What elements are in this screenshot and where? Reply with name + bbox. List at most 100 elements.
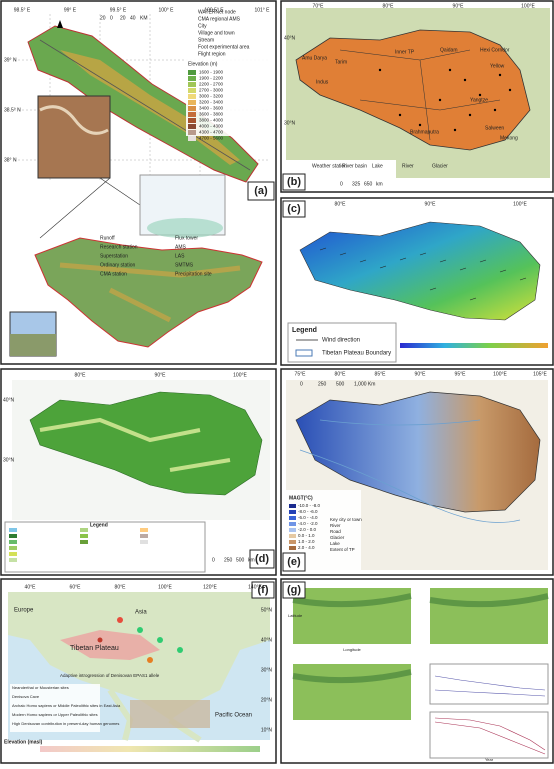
scale-label: 500 [236,557,245,563]
legend-item: CMA station [100,271,127,277]
lat-tick: 30°N [284,120,296,126]
panel-frame [280,197,554,366]
panel-g [280,578,554,764]
legend-item: 1600 - 1900 [199,70,224,75]
lat-tick: 38° N [4,157,17,163]
panel-frame [0,0,277,365]
legend-item: Wind direction [322,338,360,344]
scale-label: 20 [100,15,106,21]
lon-tick: 99° E [64,7,77,13]
grassland [39,417,231,472]
legend-item: Research station [100,244,138,250]
region-label: Europe [14,608,34,614]
scale-label: 0 [110,15,113,21]
legend-item: CMA regional AMS [198,16,241,22]
scale-label: 0 [340,181,343,187]
legend-item: Weather station [312,163,347,169]
legend-item: 3000 - 3200 [199,94,224,99]
legend-title: Elevation (masl) [4,739,43,745]
plateau [295,391,541,513]
axis-label: Longitude [343,647,361,652]
legend-box [186,6,272,136]
scale-label: 325 [352,181,361,187]
basin-label: Brahmaputra [410,129,439,135]
terrain [292,593,549,684]
lon-tick: 95°E [455,371,467,377]
basin-label: Inner TP [395,49,415,55]
basin-detail [34,237,263,348]
legend-item: Denisova Cave [12,694,40,699]
panel-frame [0,578,277,764]
lon-tick: 60°E [70,584,82,590]
legend-item: River basin [342,163,367,169]
lon-tick: 100° E [158,7,174,13]
legend-item: 2200 - 2700 [199,82,224,87]
lon-tick: 105°E [533,371,547,377]
basin-label: Indus [316,79,329,85]
lon-tick: 90°E [425,201,437,207]
photo-ground [10,334,56,356]
wind-arrows [319,247,527,301]
lon-tick: 98.5° E [14,7,31,13]
legend-item: Tibetan Plateau Boundary [322,351,391,357]
legend-item: 1.0 - 2.0 [298,539,315,544]
elevation-swatches [188,70,196,141]
legend-item: Lake [372,163,383,169]
panel-b [280,0,554,193]
lon-tick: 80°E [75,372,87,378]
vegetation-swatches [9,528,148,562]
lon-tick: 40°E [25,584,37,590]
legend-item: River [402,163,414,169]
panel-frame [280,0,554,193]
panel-label: (f) [258,584,269,596]
boundary-symbol [295,349,313,357]
legend-item: WATERNet node [198,9,236,15]
legend-item: Ordinary station [100,262,136,268]
scale-label: 250 [318,381,327,387]
legend-item: LAS [175,253,185,259]
lon-tick: 99.5° E [110,7,127,13]
legend-item: 2.0 - 4.0 [298,545,315,550]
legend-title: Elevation (m) [188,61,218,67]
legend-item: 1900 - 2200 [199,76,224,81]
annotation: Adaptive introgression of Denisovan EPAS… [60,673,160,678]
panel-label: (e) [287,556,301,568]
legend-item: 0.0 - 1.0 [298,533,315,538]
lat-tick: 40°N [3,397,15,403]
scale-label: km [248,557,255,563]
basin-borders [339,49,501,141]
lon-tick: 85°E [375,371,387,377]
panel-a [0,0,277,365]
fossil-photos [130,700,210,728]
label-box [251,581,275,599]
sites [97,617,183,663]
lat-tick: 50°N [261,607,273,613]
legend-item: 4000 - 4300 [199,124,224,129]
legend-box [4,521,206,573]
mini-map [293,664,411,720]
basin-label: Yangtze [470,97,488,103]
basin-label: Amu Darya [302,55,327,61]
lat-tick: 20°N [261,697,273,703]
axis-label: Year [485,757,494,762]
legend-box [10,684,100,732]
basin-label: Salween [485,125,504,131]
lat-tick: 30°N [3,457,15,463]
scale-label: 500 [336,381,345,387]
trend-plot [429,711,549,759]
trend-lines [434,675,546,697]
legend-item: 4300 - 4700 [199,130,224,135]
footprint [147,218,223,238]
lon-tick: 120°E [203,584,217,590]
label-box [282,552,306,572]
mini-map [430,588,548,644]
flight-line [39,39,251,171]
legend-item: Foot experimental area [198,44,250,50]
legend-item: -6.0 - -4.0 [298,515,318,520]
region-label: Tibetan Plateau [70,645,119,652]
legend-title: MAGT(°C) [289,495,313,501]
basin-label: Hexi Corridor [480,47,510,53]
legend-item: Neanderthal or Mousterian sites [12,685,69,690]
lon-tick: 101° E [254,7,270,13]
